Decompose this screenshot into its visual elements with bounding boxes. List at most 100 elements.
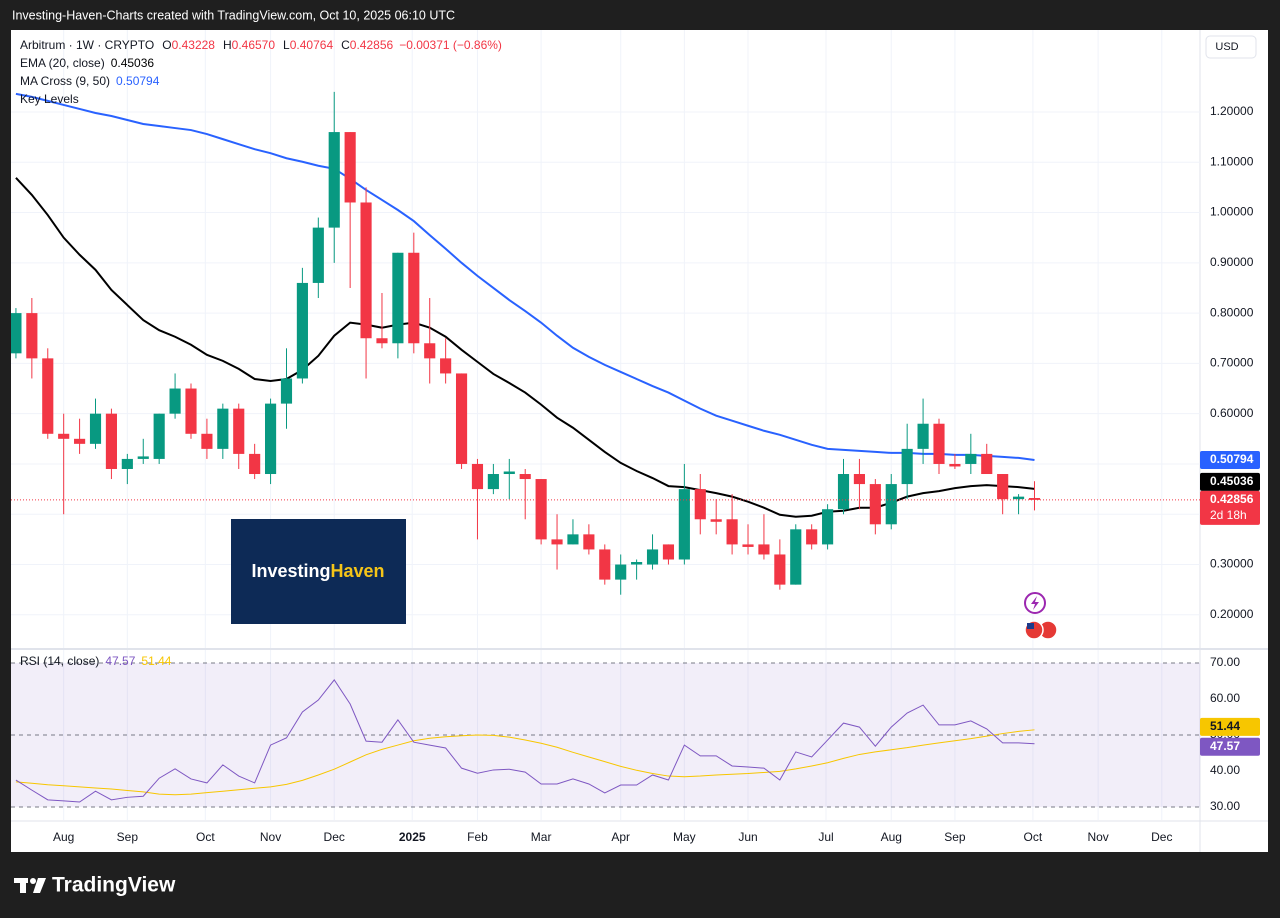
ema-price-label: 0.45036 [1210,474,1254,488]
candle-body [567,534,579,545]
y-tick-label: 40.00 [1210,763,1240,777]
candle-body [599,549,611,580]
x-tick-label: Jun [738,830,757,844]
x-tick-label: Nov [260,830,281,844]
candle-body [296,282,308,379]
ohlc-key: H [223,38,232,52]
ohlc-key: O [162,38,171,52]
y-tick-label: 1.20000 [1210,104,1254,118]
candle-body [392,252,404,344]
last-price-label-box [1200,490,1260,525]
x-tick-label: Apr [611,830,630,844]
candle-body [742,544,754,547]
candle-body [519,474,531,480]
candle-body [487,474,499,490]
candle-body [105,413,117,469]
flag-canton [1027,623,1034,629]
candle-body [233,408,245,454]
legend-name: EMA (20, close) [20,56,105,70]
axes: Aug Sep Oct Nov Dec 2025 Feb Mar Apr May Jun Jul Aug… [11,104,1260,844]
candle-body [185,388,197,434]
candle-body [74,438,86,444]
x-tick-label: Mar [531,830,552,844]
y-tick-label: 0.80000 [1210,305,1254,319]
y-tick-label: 70.00 [1210,655,1240,669]
x-tick-label: Aug [881,830,902,844]
ema-price-label-box [1200,472,1260,491]
candle-body [726,519,738,545]
series-line [15,177,1035,518]
logo-part [30,878,36,884]
price-pane [11,91,1041,595]
candle-body [249,453,261,475]
candle-body [344,132,356,203]
ma-price-label: 0.50794 [1210,452,1254,466]
candle-body [471,463,484,490]
legend-name: MA Cross (9, 50) [20,74,110,88]
legend-line: RSI (14, close) 47.57 51.44 [20,654,172,668]
legend-line: Arbitrum · 1W · CRYPTO O0.43228 H0.46570 L0… [20,38,502,52]
candle-body [153,413,165,459]
candle-body [678,489,690,560]
candle-body [758,544,770,555]
candle-body [631,562,643,565]
candle-body [806,529,818,545]
candle-body [885,484,897,525]
footer-logo [14,878,46,893]
currency-button[interactable] [1205,35,1257,59]
candle-body [646,549,659,565]
legend-value: 0.45036 [111,56,155,70]
candle-body [869,484,881,525]
caption: Investing-Haven-Charts created with Trad… [12,8,455,22]
legend-line: MA Cross (9, 50) 0.50794 [20,74,160,88]
candle-body [615,564,627,580]
lightning-icon [1031,596,1039,610]
y-tick-label: 0.70000 [1210,356,1254,370]
legend: Arbitrum · 1W · CRYPTO O0.43228 H0.46570 L0… [20,38,502,668]
y-tick-label: 60.00 [1210,691,1240,705]
candle-body [503,471,515,475]
ohlc-key: C [341,38,350,52]
ohlc-value: 0.40764 [290,38,334,52]
y-tick-label: 0.90000 [1210,255,1254,269]
candle-body [694,489,706,520]
candle-body [26,313,38,359]
candle-body [121,458,133,469]
candle-body [58,433,70,439]
series-line [15,92,1035,461]
candle-body [440,358,452,374]
candle-body [997,474,1009,500]
candle-body [933,423,945,464]
rsi-ma-label: 51.44 [1210,719,1240,733]
candle-body [360,202,372,339]
candle-body [328,132,340,228]
candle-body [774,554,786,585]
change: −0.00371 (−0.86%) [399,38,502,52]
last-price-label: 0.42856 [1210,492,1254,506]
candle-body [169,388,181,414]
legend-value: 51.44 [141,654,171,668]
x-tick-label: Aug [53,830,74,844]
candle-body [455,373,468,464]
y-tick-label: 0.30000 [1210,557,1254,571]
candle-body [965,453,977,464]
candle-body [1013,496,1025,500]
x-tick-label: May [673,830,696,844]
x-tick-label: 2025 [399,830,426,844]
candle-body [949,463,961,467]
ohlc-value: 0.46570 [232,38,276,52]
rsi-ma-label-box [1200,717,1260,736]
legend-value: 47.57 [105,654,135,668]
candle-body [408,252,420,344]
y-tick-label: 30.00 [1210,799,1240,813]
candle-body [265,403,277,475]
ohlc-value: 0.43228 [172,38,216,52]
watermark-part: Investing [251,561,330,581]
candle-body [280,378,293,404]
candle-body [981,453,993,475]
currency[interactable]: USD [1215,41,1238,53]
candle-body [11,313,22,354]
